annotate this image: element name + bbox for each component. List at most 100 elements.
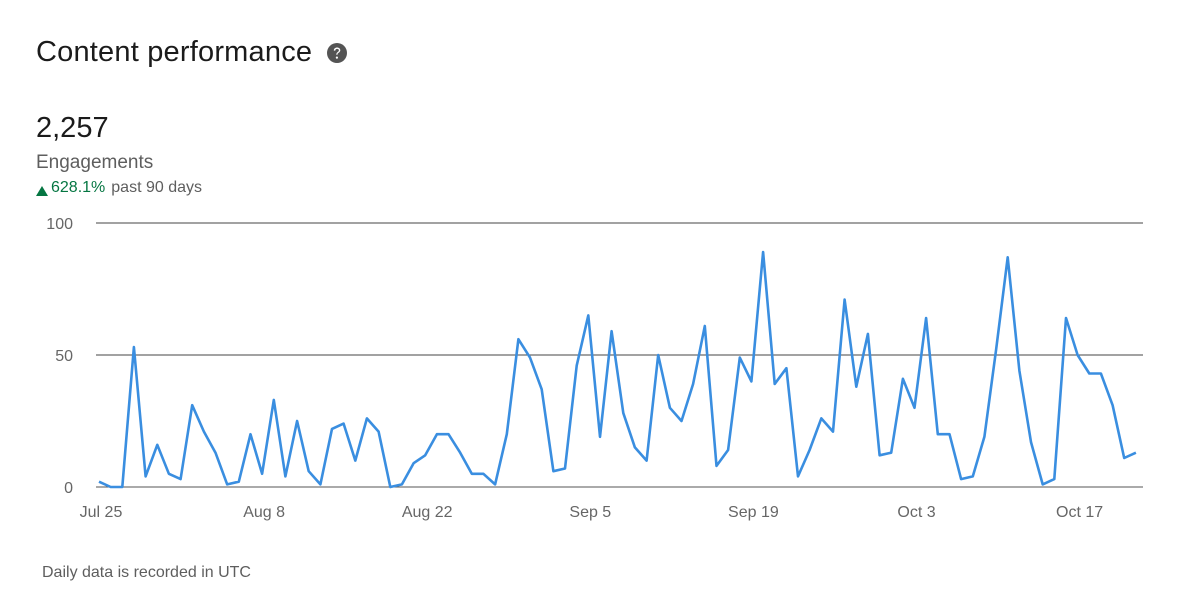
x-tick-label: Oct 3 bbox=[897, 504, 935, 521]
data-point[interactable] bbox=[306, 468, 312, 474]
data-point[interactable] bbox=[1051, 476, 1057, 482]
data-point[interactable] bbox=[1005, 254, 1011, 260]
data-point[interactable] bbox=[154, 442, 160, 448]
x-tick-label: Aug 22 bbox=[402, 504, 453, 521]
data-point[interactable] bbox=[282, 473, 288, 479]
data-point[interactable] bbox=[923, 315, 929, 321]
data-point[interactable] bbox=[411, 460, 417, 466]
data-point[interactable] bbox=[1086, 371, 1092, 377]
data-point[interactable] bbox=[1110, 402, 1116, 408]
data-point[interactable] bbox=[748, 378, 754, 384]
data-point[interactable] bbox=[1075, 352, 1081, 358]
data-point[interactable] bbox=[515, 336, 521, 342]
data-point[interactable] bbox=[213, 450, 219, 456]
data-point[interactable] bbox=[271, 397, 277, 403]
data-point[interactable] bbox=[294, 418, 300, 424]
data-point[interactable] bbox=[795, 473, 801, 479]
data-point[interactable] bbox=[1133, 450, 1139, 456]
data-point[interactable] bbox=[877, 452, 883, 458]
data-point[interactable] bbox=[830, 429, 836, 435]
data-point[interactable] bbox=[96, 479, 102, 485]
data-point[interactable] bbox=[888, 450, 894, 456]
data-point[interactable] bbox=[201, 429, 207, 435]
data-point[interactable] bbox=[818, 415, 824, 421]
data-point[interactable] bbox=[958, 476, 964, 482]
data-point[interactable] bbox=[772, 381, 778, 387]
data-point[interactable] bbox=[364, 415, 370, 421]
data-point[interactable] bbox=[469, 471, 475, 477]
data-point[interactable] bbox=[236, 479, 242, 485]
data-point[interactable] bbox=[970, 473, 976, 479]
data-point[interactable] bbox=[387, 484, 393, 490]
data-point[interactable] bbox=[422, 452, 428, 458]
engagements-series-line bbox=[98, 250, 1137, 489]
data-point[interactable] bbox=[539, 386, 545, 392]
data-point[interactable] bbox=[690, 381, 696, 387]
data-point[interactable] bbox=[119, 484, 125, 490]
data-point[interactable] bbox=[434, 431, 440, 437]
data-point[interactable] bbox=[1028, 439, 1034, 445]
data-point[interactable] bbox=[1098, 371, 1104, 377]
page-title: Content performance bbox=[36, 36, 313, 68]
data-point[interactable] bbox=[644, 458, 650, 464]
data-point[interactable] bbox=[947, 431, 953, 437]
data-point[interactable] bbox=[329, 426, 335, 432]
data-point[interactable] bbox=[317, 481, 323, 487]
data-point[interactable] bbox=[224, 481, 230, 487]
data-point[interactable] bbox=[783, 365, 789, 371]
data-point[interactable] bbox=[865, 331, 871, 337]
data-point[interactable] bbox=[702, 323, 708, 329]
data-point[interactable] bbox=[248, 431, 254, 437]
data-point[interactable] bbox=[632, 444, 638, 450]
data-point[interactable] bbox=[667, 405, 673, 411]
x-tick-label: Sep 19 bbox=[728, 504, 779, 521]
data-point[interactable] bbox=[480, 471, 486, 477]
data-point[interactable] bbox=[620, 410, 626, 416]
data-point[interactable] bbox=[143, 473, 149, 479]
triangle-up-icon bbox=[36, 183, 48, 196]
data-point[interactable] bbox=[935, 431, 941, 437]
data-point[interactable] bbox=[655, 352, 661, 358]
data-point[interactable] bbox=[853, 384, 859, 390]
data-point[interactable] bbox=[492, 481, 498, 487]
data-point[interactable] bbox=[737, 355, 743, 361]
data-point[interactable] bbox=[714, 463, 720, 469]
data-point[interactable] bbox=[178, 476, 184, 482]
data-point[interactable] bbox=[912, 405, 918, 411]
data-point[interactable] bbox=[900, 376, 906, 382]
data-point[interactable] bbox=[457, 450, 463, 456]
data-point[interactable] bbox=[259, 471, 265, 477]
data-point[interactable] bbox=[679, 418, 685, 424]
data-point[interactable] bbox=[1040, 481, 1046, 487]
data-point[interactable] bbox=[981, 434, 987, 440]
data-point[interactable] bbox=[131, 344, 137, 350]
data-point[interactable] bbox=[376, 429, 382, 435]
data-point[interactable] bbox=[725, 447, 731, 453]
data-point[interactable] bbox=[189, 402, 195, 408]
change-percent: 628.1% bbox=[51, 179, 106, 196]
data-point[interactable] bbox=[108, 484, 114, 490]
data-point[interactable] bbox=[1063, 315, 1069, 321]
data-point[interactable] bbox=[399, 481, 405, 487]
data-point[interactable] bbox=[1016, 368, 1022, 374]
data-point[interactable] bbox=[807, 447, 813, 453]
data-point[interactable] bbox=[550, 468, 556, 474]
data-point[interactable] bbox=[341, 421, 347, 427]
data-point[interactable] bbox=[760, 249, 766, 255]
data-point[interactable] bbox=[1121, 455, 1127, 461]
data-point[interactable] bbox=[993, 347, 999, 353]
data-point[interactable] bbox=[527, 355, 533, 361]
data-point[interactable] bbox=[842, 297, 848, 303]
data-point[interactable] bbox=[504, 431, 510, 437]
data-point[interactable] bbox=[562, 466, 568, 472]
data-point[interactable] bbox=[597, 434, 603, 440]
data-point[interactable] bbox=[585, 312, 591, 318]
data-point[interactable] bbox=[352, 458, 358, 464]
data-point[interactable] bbox=[446, 431, 452, 437]
data-point[interactable] bbox=[609, 328, 615, 334]
data-point[interactable] bbox=[574, 363, 580, 369]
data-point[interactable] bbox=[166, 471, 172, 477]
x-tick-label: Jul 25 bbox=[80, 504, 123, 521]
question-circle-icon[interactable] bbox=[326, 42, 348, 64]
